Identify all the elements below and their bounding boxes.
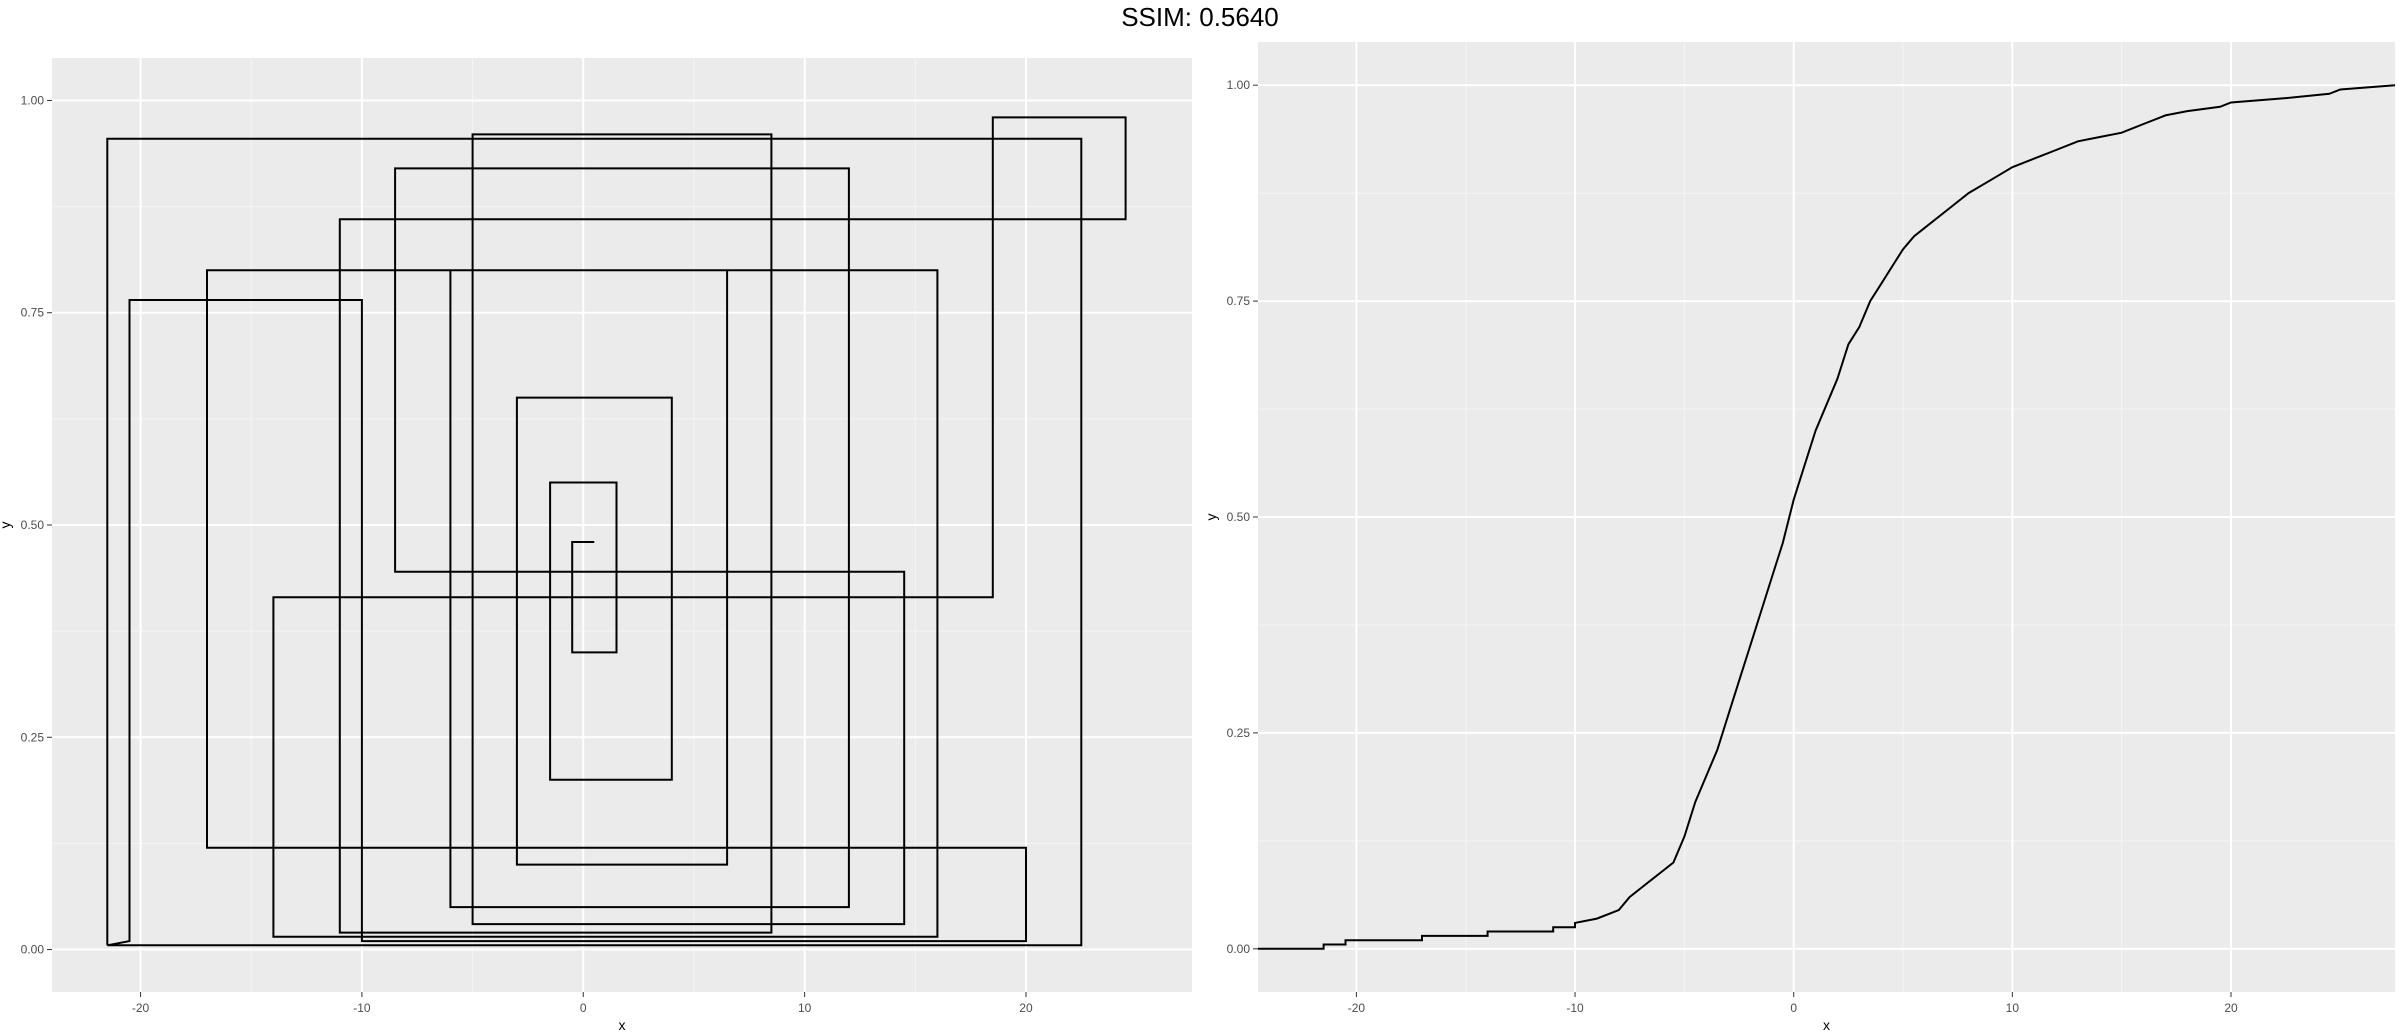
y-axis-title: y xyxy=(1203,514,1219,521)
x-axis-title: x xyxy=(1823,1017,1830,1033)
y-tick-label: 0.00 xyxy=(21,943,45,957)
page-title: SSIM: 0.5640 xyxy=(1121,2,1279,32)
y-tick-label: 1.00 xyxy=(1227,78,1251,92)
y-tick-label: 0.50 xyxy=(21,518,45,532)
x-tick-label: 10 xyxy=(2006,1001,2020,1015)
y-tick-label: 0.25 xyxy=(1227,726,1251,740)
y-tick-label: 0.00 xyxy=(1227,942,1251,956)
series-line xyxy=(1258,84,2396,950)
panel-right: -20 -10 0 10 20 0.00 0.25 0.50 0.75 1.00 x y xyxy=(1203,42,2396,1033)
y-tick-label: 0.75 xyxy=(21,306,45,320)
x-tick-label: -20 xyxy=(1348,1001,1366,1015)
x-tick-label: -10 xyxy=(353,1001,371,1015)
y-tick-label: 0.50 xyxy=(1227,510,1251,524)
x-axis-title: x xyxy=(619,1017,626,1033)
y-tick-label: 0.25 xyxy=(21,730,45,744)
y-tick-label: 0.75 xyxy=(1227,294,1251,308)
x-tick-label: 20 xyxy=(1019,1001,1033,1015)
x-tick-label: -20 xyxy=(132,1001,150,1015)
y-axis-title: y xyxy=(0,522,13,529)
x-tick-label: 0 xyxy=(580,1001,587,1015)
x-tick-label: 10 xyxy=(798,1001,812,1015)
x-tick-label: 20 xyxy=(2224,1001,2238,1015)
x-tick-label: 0 xyxy=(1790,1001,1797,1015)
y-tick-label: 1.00 xyxy=(21,93,45,107)
x-tick-label: -10 xyxy=(1566,1001,1584,1015)
series-line xyxy=(106,116,1127,947)
panel-left: -20 -10 0 10 20 0.00 0.25 0.50 0.75 1.00 x y xyxy=(0,58,1192,1033)
